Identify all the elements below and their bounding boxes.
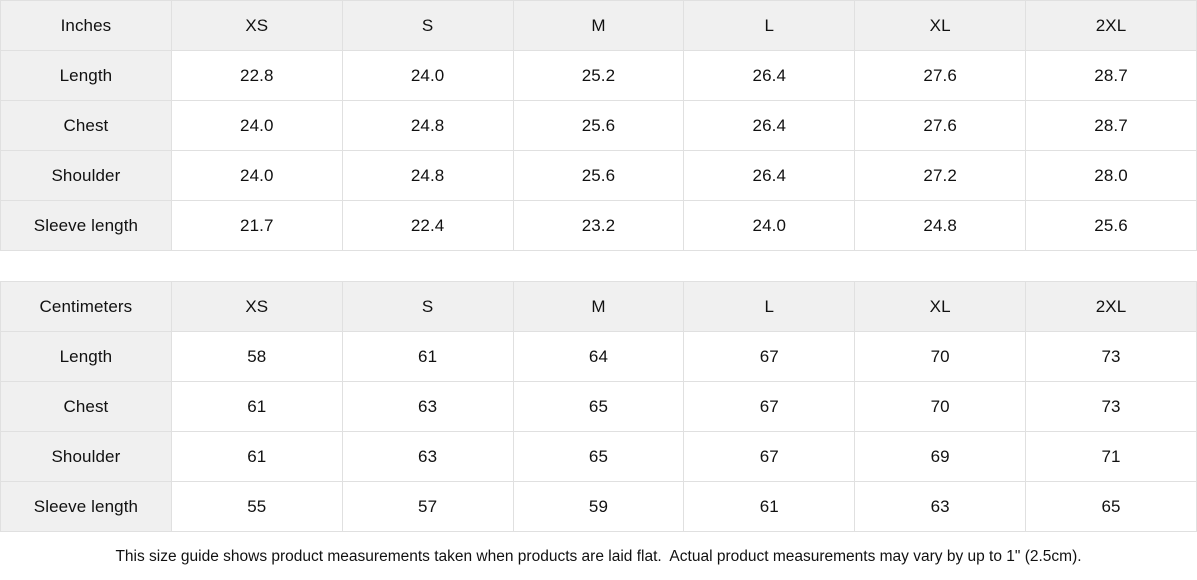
value-cell: 28.0 xyxy=(1025,150,1197,201)
value-cell: 61 xyxy=(170,381,343,432)
value-cell: 57 xyxy=(341,481,514,532)
inches-unit-header: Inches xyxy=(0,0,172,51)
value-cell: 61 xyxy=(341,331,514,382)
size-header-s: S xyxy=(341,281,514,332)
table-row: Shoulder 61 63 65 67 69 71 xyxy=(0,431,1197,482)
size-guide-note: This size guide shows product measuremen… xyxy=(0,532,1197,580)
row-label: Shoulder xyxy=(0,431,172,482)
size-header-xs: XS xyxy=(170,0,343,51)
value-cell: 24.0 xyxy=(683,200,856,251)
value-cell: 25.6 xyxy=(512,100,685,151)
value-cell: 61 xyxy=(170,431,343,482)
value-cell: 67 xyxy=(683,431,856,482)
value-cell: 27.6 xyxy=(854,100,1027,151)
size-header-xs: XS xyxy=(170,281,343,332)
value-cell: 23.2 xyxy=(512,200,685,251)
table-row: Shoulder 24.0 24.8 25.6 26.4 27.2 28.0 xyxy=(0,150,1197,201)
table-row: Sleeve length 55 57 59 61 63 65 xyxy=(0,481,1197,532)
centimeters-table: Centimeters XS S M L XL 2XL Length 58 61… xyxy=(0,281,1197,532)
inches-table: Inches XS S M L XL 2XL Length 22.8 24.0 … xyxy=(0,0,1197,251)
value-cell: 70 xyxy=(854,331,1027,382)
value-cell: 25.6 xyxy=(1025,200,1197,251)
value-cell: 25.2 xyxy=(512,50,685,101)
table-row: Length 58 61 64 67 70 73 xyxy=(0,331,1197,382)
row-label: Sleeve length xyxy=(0,200,172,251)
table-row: Chest 61 63 65 67 70 73 xyxy=(0,381,1197,432)
value-cell: 69 xyxy=(854,431,1027,482)
inches-header-row: Inches XS S M L XL 2XL xyxy=(0,0,1197,51)
value-cell: 65 xyxy=(1025,481,1197,532)
size-header-l: L xyxy=(683,0,856,51)
value-cell: 65 xyxy=(512,431,685,482)
size-header-m: M xyxy=(512,281,685,332)
row-label: Chest xyxy=(0,381,172,432)
centimeters-header-row: Centimeters XS S M L XL 2XL xyxy=(0,281,1197,332)
row-label: Sleeve length xyxy=(0,481,172,532)
size-header-s: S xyxy=(341,0,514,51)
row-label: Length xyxy=(0,331,172,382)
size-header-xl: XL xyxy=(854,0,1027,51)
value-cell: 27.2 xyxy=(854,150,1027,201)
value-cell: 71 xyxy=(1025,431,1197,482)
value-cell: 28.7 xyxy=(1025,50,1197,101)
row-label: Shoulder xyxy=(0,150,172,201)
value-cell: 24.8 xyxy=(854,200,1027,251)
row-label: Chest xyxy=(0,100,172,151)
table-row: Sleeve length 21.7 22.4 23.2 24.0 24.8 2… xyxy=(0,200,1197,251)
size-header-2xl: 2XL xyxy=(1025,0,1197,51)
value-cell: 24.0 xyxy=(170,150,343,201)
value-cell: 24.8 xyxy=(341,150,514,201)
size-header-2xl: 2XL xyxy=(1025,281,1197,332)
size-header-l: L xyxy=(683,281,856,332)
value-cell: 70 xyxy=(854,381,1027,432)
value-cell: 24.8 xyxy=(341,100,514,151)
value-cell: 65 xyxy=(512,381,685,432)
value-cell: 22.4 xyxy=(341,200,514,251)
size-header-xl: XL xyxy=(854,281,1027,332)
value-cell: 26.4 xyxy=(683,150,856,201)
value-cell: 55 xyxy=(170,481,343,532)
value-cell: 24.0 xyxy=(341,50,514,101)
value-cell: 21.7 xyxy=(170,200,343,251)
value-cell: 22.8 xyxy=(170,50,343,101)
size-header-m: M xyxy=(512,0,685,51)
row-label: Length xyxy=(0,50,172,101)
value-cell: 25.6 xyxy=(512,150,685,201)
value-cell: 26.4 xyxy=(683,50,856,101)
value-cell: 64 xyxy=(512,331,685,382)
value-cell: 58 xyxy=(170,331,343,382)
value-cell: 27.6 xyxy=(854,50,1027,101)
value-cell: 73 xyxy=(1025,381,1197,432)
value-cell: 26.4 xyxy=(683,100,856,151)
value-cell: 67 xyxy=(683,381,856,432)
table-row: Length 22.8 24.0 25.2 26.4 27.6 28.7 xyxy=(0,50,1197,101)
value-cell: 24.0 xyxy=(170,100,343,151)
table-row: Chest 24.0 24.8 25.6 26.4 27.6 28.7 xyxy=(0,100,1197,151)
value-cell: 28.7 xyxy=(1025,100,1197,151)
value-cell: 59 xyxy=(512,481,685,532)
value-cell: 63 xyxy=(341,431,514,482)
value-cell: 63 xyxy=(854,481,1027,532)
table-gap-spacer xyxy=(0,251,1197,281)
value-cell: 67 xyxy=(683,331,856,382)
value-cell: 63 xyxy=(341,381,514,432)
centimeters-unit-header: Centimeters xyxy=(0,281,172,332)
value-cell: 73 xyxy=(1025,331,1197,382)
value-cell: 61 xyxy=(683,481,856,532)
